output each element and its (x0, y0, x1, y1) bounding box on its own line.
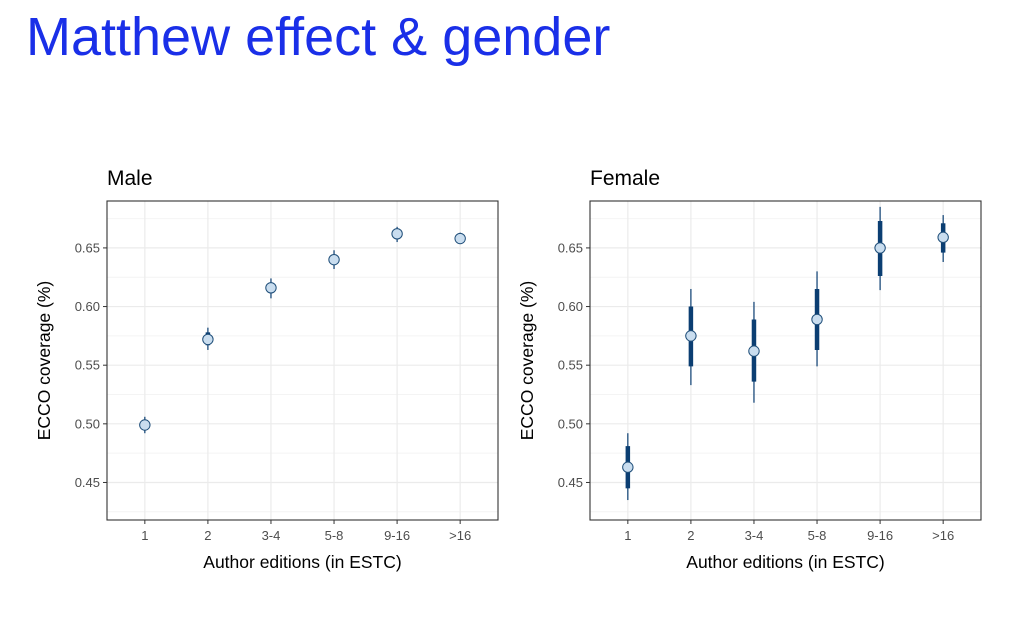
female-x-tick-label: 3-4 (745, 528, 764, 543)
male-x-tick-label: 3-4 (262, 528, 281, 543)
female-data-point (874, 242, 886, 254)
male-x-tick-label: 9-16 (384, 528, 410, 543)
female-panel-border (589, 200, 982, 521)
female-y-tick-label: 0.50 (558, 416, 583, 431)
male-y-tick-label: 0.65 (75, 240, 100, 255)
male-panel-title: Male (107, 167, 153, 190)
male-data-point (139, 419, 151, 431)
male-data-point (202, 333, 214, 346)
female-x-tick-label: 2 (687, 528, 694, 543)
male-y-tick-label: 0.45 (75, 475, 100, 490)
female-data-point (811, 313, 823, 326)
female-x-tick-label: 9-16 (867, 528, 893, 543)
female-panel-title: Female (590, 167, 660, 190)
male-data-point (391, 228, 403, 240)
male-data-point (328, 253, 340, 266)
female-y-tick-label: 0.55 (558, 358, 583, 373)
slide-title: Matthew effect & gender (26, 7, 611, 67)
female-x-tick-label: 5-8 (808, 528, 827, 543)
female-y-tick-label: 0.45 (558, 475, 583, 490)
male-x-tick-label: 1 (141, 528, 148, 543)
female-y-tick-label: 0.60 (558, 299, 583, 314)
male-y-axis-title: ECCO coverage (%) (34, 281, 54, 441)
male-panel-border (106, 200, 499, 521)
male-y-tick-label: 0.50 (75, 416, 100, 431)
female-x-tick-label: >16 (932, 528, 954, 543)
male-panel-background (107, 201, 498, 520)
female-data-point (748, 345, 760, 357)
female-y-axis-title: ECCO coverage (%) (517, 281, 537, 441)
female-y-tick-label: 0.65 (558, 240, 583, 255)
male-x-tick-label: 2 (204, 528, 211, 543)
female-panel-background (590, 201, 981, 520)
male-x-tick-label: 5-8 (325, 528, 344, 543)
male-y-tick-label: 0.60 (75, 299, 100, 314)
female-data-point (685, 330, 697, 342)
female-x-tick-label: 1 (624, 528, 631, 543)
male-x-tick-label: >16 (449, 528, 471, 543)
female-x-axis-title: Author editions (in ESTC) (686, 552, 884, 572)
male-data-point (265, 282, 277, 294)
female-data-point (937, 231, 949, 244)
male-x-axis-title: Author editions (in ESTC) (203, 552, 401, 572)
male-y-tick-label: 0.55 (75, 358, 100, 373)
female-data-point (622, 461, 634, 473)
male-data-point (454, 232, 466, 245)
